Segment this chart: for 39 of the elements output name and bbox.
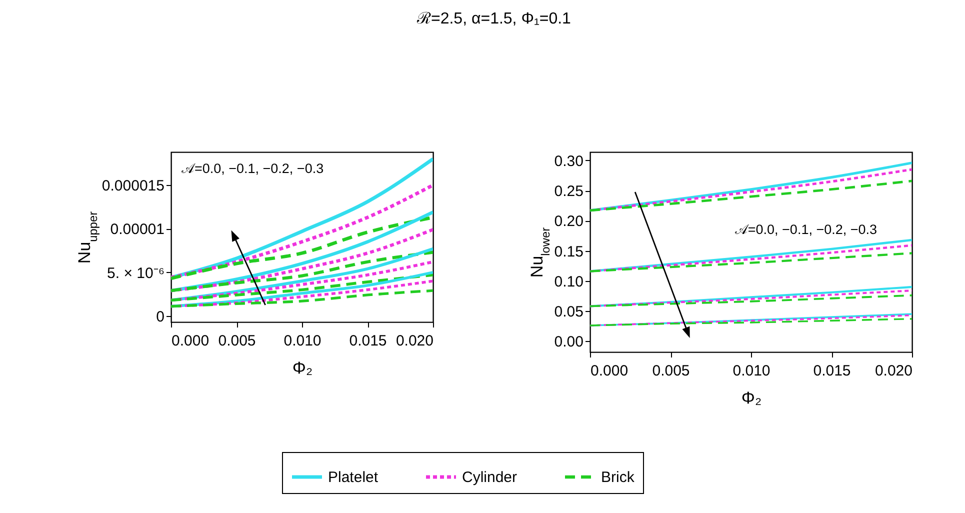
y-tick-label: 0.10 bbox=[554, 273, 584, 290]
y-tick-label: 5. × 10⁻⁶ bbox=[107, 264, 164, 282]
x-tick-label: 0.010 bbox=[284, 332, 322, 350]
x-tick-label: 0.005 bbox=[218, 332, 256, 350]
y-tick-label: 0.25 bbox=[554, 183, 584, 200]
x-axis-title: Φ₂ bbox=[292, 358, 313, 378]
line-series bbox=[171, 289, 433, 308]
x-tick-label: 0.015 bbox=[349, 332, 387, 350]
y-tick-label: 0 bbox=[156, 308, 164, 326]
annotation: 𝒜=0.0, −0.1, −0.2, −0.3 bbox=[734, 222, 878, 237]
line-series bbox=[590, 318, 912, 326]
line-series bbox=[590, 252, 912, 272]
line-series bbox=[171, 228, 433, 292]
x-tick-label: 0.000 bbox=[172, 332, 210, 350]
line-series bbox=[590, 294, 912, 308]
y-tick-label: 0.000015 bbox=[102, 178, 164, 195]
x-tick-label: 0.005 bbox=[652, 362, 690, 380]
x-tick-label: 0.020 bbox=[874, 362, 912, 380]
legend-label: Platelet bbox=[328, 469, 379, 486]
y-tick-label: 0.30 bbox=[554, 152, 584, 170]
x-tick-label: 0.020 bbox=[396, 332, 434, 350]
line-series bbox=[590, 180, 912, 212]
y-tick-label: 0.15 bbox=[554, 243, 584, 260]
line-series bbox=[171, 216, 433, 280]
legend-label: Brick bbox=[601, 469, 635, 486]
y-tick-label: 0.00001 bbox=[110, 221, 164, 238]
line-series bbox=[171, 183, 433, 280]
y-tick-label: 0.20 bbox=[554, 213, 584, 230]
line-series bbox=[171, 250, 433, 292]
text: ℛ=2.5, α=1.5, Φ₁=0.1 bbox=[416, 10, 572, 28]
x-tick-label: 0.010 bbox=[732, 362, 770, 380]
y-tick-label: 0.00 bbox=[554, 334, 584, 351]
x-tick-label: 0.015 bbox=[813, 362, 851, 380]
x-axis-title: Φ₂ bbox=[741, 388, 762, 408]
y-tick-label: 0.05 bbox=[554, 304, 584, 321]
annotation: 𝒜=0.0, −0.1, −0.2, −0.3 bbox=[181, 161, 324, 176]
x-tick-label: 0.000 bbox=[590, 362, 628, 380]
line-series bbox=[171, 273, 433, 302]
legend-label: Cylinder bbox=[462, 469, 518, 486]
